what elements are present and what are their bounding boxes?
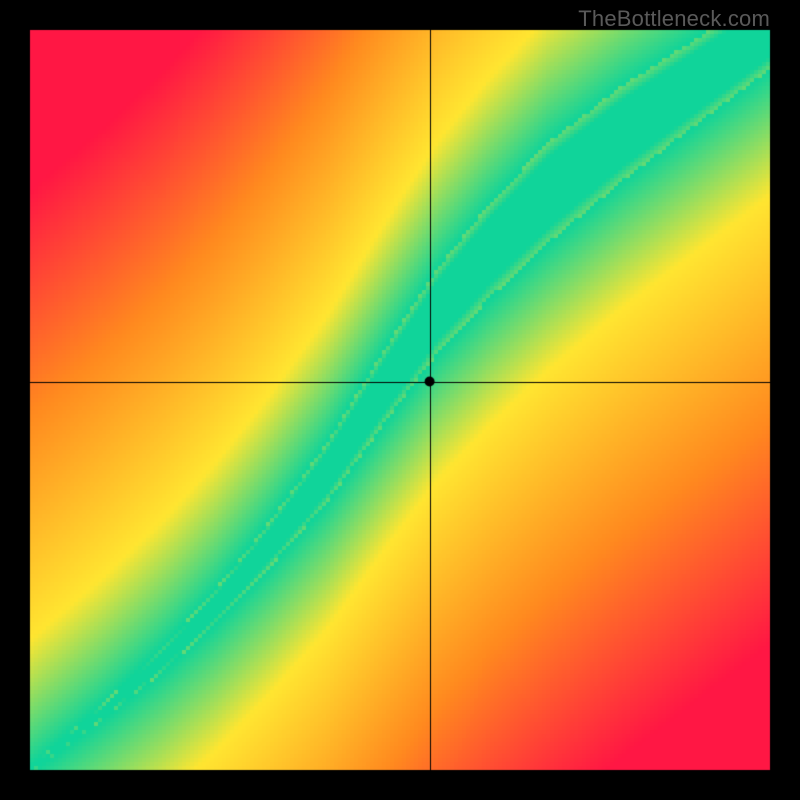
watermark-text: TheBottleneck.com [578,6,770,32]
bottleneck-heatmap [0,0,800,800]
